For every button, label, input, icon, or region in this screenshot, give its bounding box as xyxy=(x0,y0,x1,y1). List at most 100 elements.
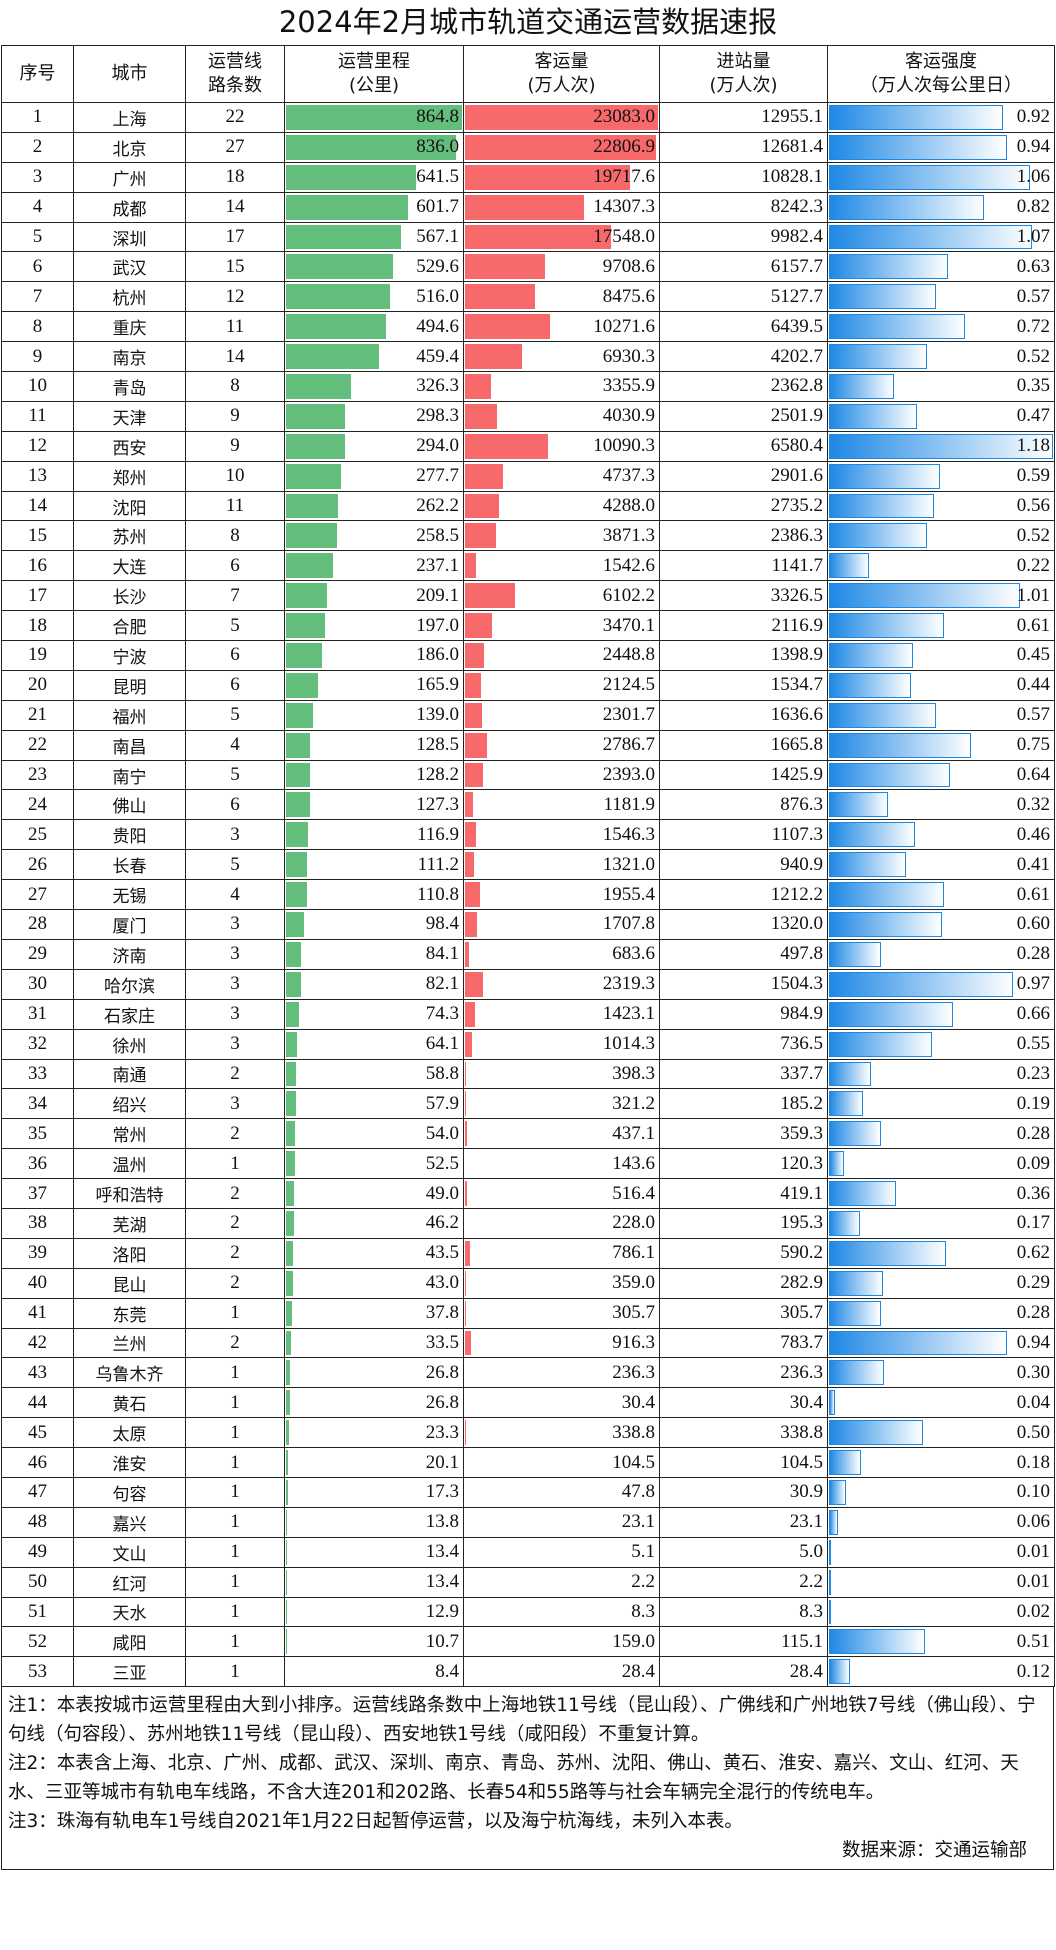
cell-value: 529.6 xyxy=(416,255,459,277)
cell-lines: 12 xyxy=(185,281,285,313)
cell-value: 23.3 xyxy=(425,1421,459,1443)
cell-index: 49 xyxy=(1,1536,74,1568)
cell-passengers: 19717.6 xyxy=(463,161,660,193)
cell-lines: 1 xyxy=(185,1387,285,1419)
cell-value: 8475.6 xyxy=(602,285,655,307)
cell-value: 0.32 xyxy=(1016,793,1050,815)
passengers-data-bar xyxy=(465,344,522,370)
cell-city: 厦门 xyxy=(73,909,186,940)
cell-intensity: 0.28 xyxy=(827,938,1055,970)
cell-entries: 12681.4 xyxy=(659,131,828,163)
cell-intensity: 0.75 xyxy=(827,729,1055,761)
cell-lines: 3 xyxy=(185,909,285,940)
cell-city: 佛山 xyxy=(73,789,186,821)
cell-value: 13.8 xyxy=(425,1511,459,1533)
cell-lines: 9 xyxy=(185,430,285,462)
cell-city: 南宁 xyxy=(73,759,186,791)
cell-lines: 11 xyxy=(185,311,285,343)
cell-city: 郑州 xyxy=(73,460,186,492)
cell-mileage: 110.8 xyxy=(284,879,464,911)
cell-passengers: 6930.3 xyxy=(463,341,660,373)
passengers-data-bar xyxy=(465,224,612,250)
cell-city: 武汉 xyxy=(73,251,186,283)
table-row: 25 贵阳 3 116.9 1546.3 1107.3 0.46 xyxy=(1,819,1055,851)
cell-value: 0.52 xyxy=(1016,524,1050,546)
cell-passengers: 236.3 xyxy=(463,1357,660,1389)
cell-entries: 3326.5 xyxy=(659,580,828,612)
intensity-data-bar xyxy=(829,1001,954,1027)
cell-mileage: 641.5 xyxy=(284,161,464,193)
cell-value: 262.2 xyxy=(416,495,459,517)
cell-value: 19717.6 xyxy=(593,166,655,188)
table-row: 12 西安 9 294.0 10090.3 6580.4 1.18 xyxy=(1,430,1055,462)
passengers-data-bar xyxy=(465,732,487,758)
table-row: 5 深圳 17 567.1 17548.0 9982.4 1.07 xyxy=(1,221,1055,253)
cell-value: 0.75 xyxy=(1016,734,1050,756)
passengers-data-bar xyxy=(465,463,503,489)
cell-entries: 359.3 xyxy=(659,1118,828,1150)
cell-mileage: 49.0 xyxy=(284,1178,464,1209)
cell-city: 杭州 xyxy=(73,281,186,313)
cell-lines: 2 xyxy=(185,1118,285,1150)
cell-intensity: 0.52 xyxy=(827,520,1055,552)
passengers-data-bar xyxy=(465,433,549,459)
table-row: 47 句容 1 17.3 47.8 30.9 0.10 xyxy=(1,1476,1055,1508)
cell-passengers: 10090.3 xyxy=(463,430,660,462)
cell-city: 句容 xyxy=(73,1476,186,1508)
cell-city: 成都 xyxy=(73,191,186,223)
cell-value: 0.72 xyxy=(1016,315,1050,337)
cell-passengers: 3470.1 xyxy=(463,610,660,642)
cell-lines: 3 xyxy=(185,938,285,970)
cell-intensity: 0.51 xyxy=(827,1626,1055,1658)
intensity-data-bar xyxy=(829,1360,885,1386)
cell-mileage: 116.9 xyxy=(284,819,464,851)
cell-city: 昆山 xyxy=(73,1267,186,1299)
cell-entries: 2386.3 xyxy=(659,520,828,552)
cell-value: 197.0 xyxy=(416,614,459,636)
mileage-data-bar xyxy=(286,254,393,280)
header-lines-line: 路条数 xyxy=(208,75,262,96)
cell-entries: 6580.4 xyxy=(659,430,828,462)
cell-entries: 282.9 xyxy=(659,1267,828,1299)
intensity-data-bar xyxy=(829,1479,847,1505)
table-row: 4 成都 14 601.7 14307.3 8242.3 0.82 xyxy=(1,191,1055,223)
cell-value: 2319.3 xyxy=(602,973,655,995)
cell-passengers: 28.4 xyxy=(463,1656,660,1688)
cell-mileage: 601.7 xyxy=(284,191,464,223)
cell-value: 1.06 xyxy=(1016,166,1050,188)
cell-value: 0.57 xyxy=(1016,704,1050,726)
passengers-data-bar xyxy=(465,1031,472,1057)
cell-intensity: 0.01 xyxy=(827,1536,1055,1568)
cell-index: 46 xyxy=(1,1447,74,1478)
table-row: 31 石家庄 3 74.3 1423.1 984.9 0.66 xyxy=(1,998,1055,1030)
cell-lines: 27 xyxy=(185,131,285,163)
cell-passengers: 1014.3 xyxy=(463,1028,660,1060)
cell-intensity: 0.94 xyxy=(827,1327,1055,1359)
intensity-data-bar xyxy=(829,912,942,937)
cell-lines: 5 xyxy=(185,759,285,791)
passengers-data-bar xyxy=(465,1270,467,1296)
cell-passengers: 23.1 xyxy=(463,1506,660,1538)
cell-city: 三亚 xyxy=(73,1656,186,1688)
mileage-data-bar xyxy=(286,1270,293,1296)
header-passengers: 客运量 (万人次) xyxy=(463,45,660,103)
cell-lines: 10 xyxy=(185,460,285,492)
cell-value: 9708.6 xyxy=(602,255,655,277)
mileage-data-bar xyxy=(286,792,311,818)
cell-value: 0.97 xyxy=(1016,973,1050,995)
cell-mileage: 23.3 xyxy=(284,1417,464,1449)
cell-passengers: 14307.3 xyxy=(463,191,660,223)
cell-value: 8.3 xyxy=(631,1600,655,1622)
cell-mileage: 494.6 xyxy=(284,311,464,343)
cell-value: 836.0 xyxy=(416,136,459,158)
cell-value: 10090.3 xyxy=(593,435,655,457)
cell-intensity: 0.50 xyxy=(827,1417,1055,1449)
intensity-data-bar xyxy=(829,433,1053,459)
note-2: 注2：本表含上海、北京、广州、成都、武汉、深圳、南京、青岛、苏州、沈阳、佛山、黄… xyxy=(8,1753,1019,1804)
cell-intensity: 0.46 xyxy=(827,819,1055,851)
cell-index: 5 xyxy=(1,221,74,253)
intensity-data-bar xyxy=(829,164,1031,190)
header-index: 序号 xyxy=(1,45,74,103)
cell-mileage: 127.3 xyxy=(284,789,464,821)
cell-intensity: 0.55 xyxy=(827,1028,1055,1060)
